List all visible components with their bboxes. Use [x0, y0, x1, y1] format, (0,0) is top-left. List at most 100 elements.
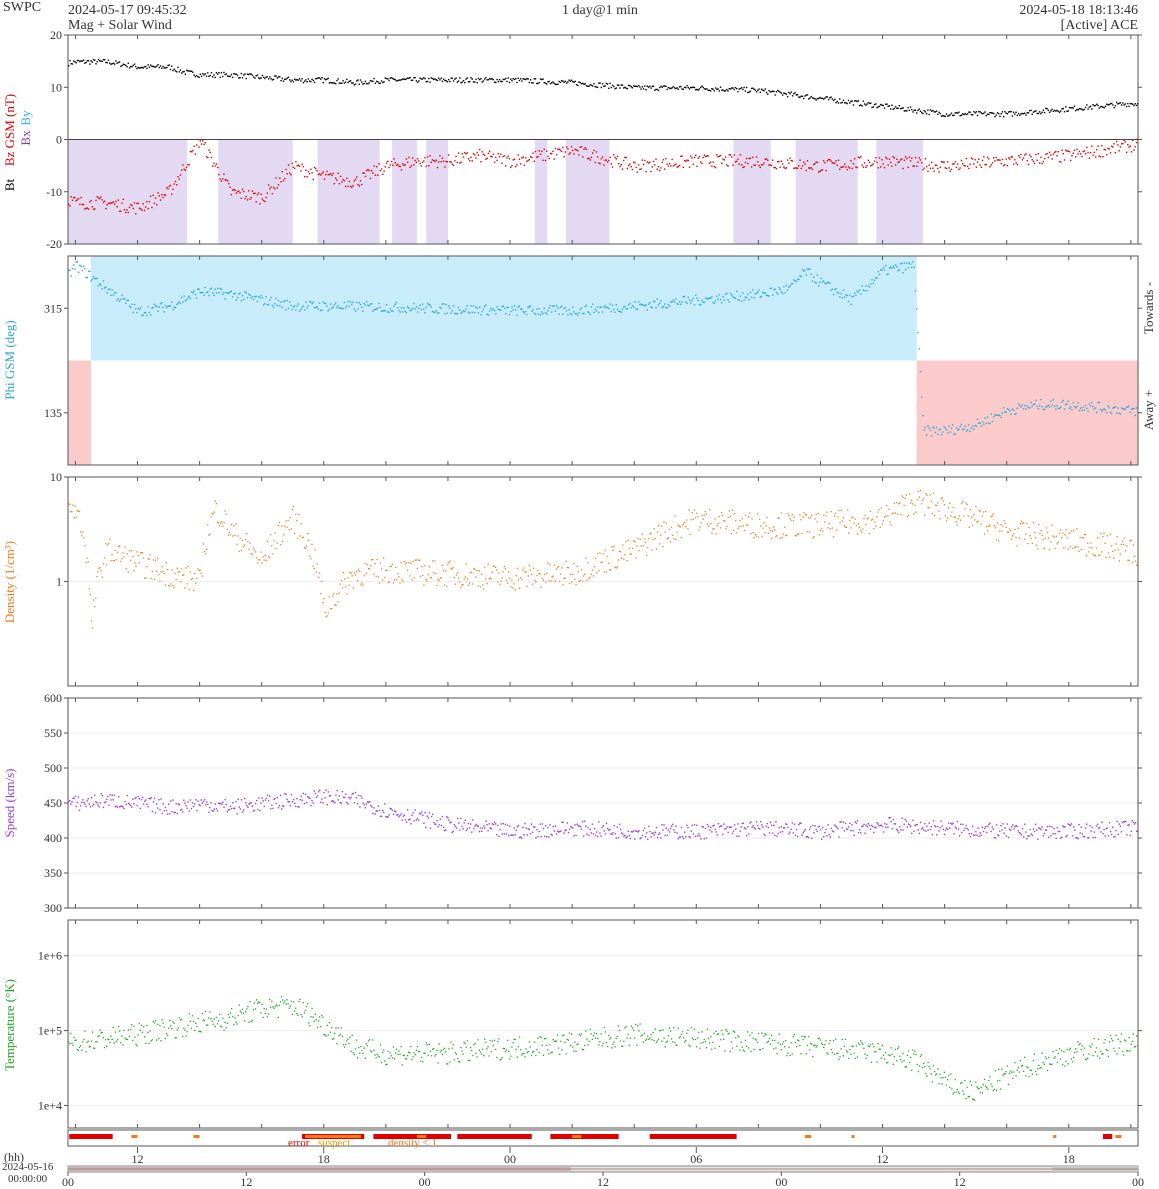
bz-point	[1010, 156, 1012, 158]
density-point	[887, 515, 889, 517]
phi-point	[188, 295, 190, 297]
bt-point	[70, 63, 72, 65]
speed-point	[466, 828, 469, 830]
speed-point	[674, 831, 676, 833]
density-point	[680, 537, 683, 539]
bz-point	[862, 166, 865, 168]
bt-point	[215, 72, 218, 74]
speed-point	[276, 796, 278, 799]
phi-point	[318, 302, 321, 304]
bz-point	[806, 160, 809, 162]
bz-point	[965, 157, 968, 160]
density-point	[403, 560, 406, 563]
phi-point	[824, 282, 826, 284]
speed-point	[100, 792, 102, 795]
phi-point	[836, 291, 838, 294]
speed-point	[795, 828, 798, 831]
bz-point	[934, 164, 937, 166]
bt-point	[130, 65, 132, 68]
density-point	[450, 567, 452, 569]
bz-point	[378, 163, 380, 165]
phi-point	[415, 306, 418, 308]
density-point	[575, 583, 577, 586]
bt-point	[495, 81, 497, 84]
speed-point	[75, 805, 78, 808]
bz-point	[374, 174, 377, 176]
speed-point	[1112, 826, 1114, 828]
phi-point	[1038, 404, 1041, 407]
speed-point	[361, 797, 363, 799]
speed-point	[405, 821, 408, 823]
density-point	[1034, 536, 1037, 539]
density-point	[973, 513, 975, 516]
density-point	[569, 573, 572, 576]
density-point	[881, 523, 884, 525]
speed-point	[88, 803, 91, 805]
phi-point	[1094, 407, 1097, 409]
bz-point	[1117, 144, 1119, 146]
speed-point	[598, 821, 600, 823]
bt-point	[434, 78, 436, 80]
speed-point	[730, 826, 733, 828]
speed-point	[1012, 824, 1014, 826]
density-point	[556, 566, 559, 569]
speed-point	[423, 822, 425, 824]
density-point	[230, 523, 233, 526]
phi-point	[363, 302, 365, 305]
bz-point	[296, 165, 298, 167]
bt-point	[868, 102, 871, 105]
speed-point	[1028, 835, 1030, 837]
phi-point	[934, 431, 937, 434]
bt-point	[172, 69, 174, 72]
speed-point	[839, 821, 841, 823]
density-point	[737, 527, 739, 530]
density-point	[110, 560, 112, 562]
speed-point	[805, 836, 808, 838]
bt-point	[1000, 113, 1002, 115]
speed-point	[918, 832, 921, 835]
phi-point	[1137, 410, 1139, 412]
density-point	[1056, 543, 1058, 545]
bt-point	[1063, 111, 1066, 113]
temperature-point	[144, 1036, 146, 1038]
speed-point	[131, 806, 133, 808]
speed-point	[962, 823, 964, 826]
phi-point	[654, 301, 656, 303]
density-point	[527, 575, 529, 577]
bt-point	[609, 82, 611, 84]
bz-point	[1078, 150, 1081, 153]
bt-point	[873, 103, 876, 106]
bz-point	[1067, 150, 1069, 152]
phi-point	[405, 312, 408, 314]
phi-point	[846, 294, 848, 297]
bz-point	[112, 201, 115, 203]
bt-point	[372, 80, 374, 83]
density-point	[345, 586, 347, 588]
speed-point	[685, 836, 687, 838]
bt-point	[410, 79, 413, 82]
bz-point	[358, 185, 360, 187]
bt-point	[451, 77, 454, 80]
speed-point	[775, 821, 777, 823]
bt-point	[1099, 106, 1102, 108]
phi-point	[320, 309, 322, 312]
phi-point	[731, 294, 733, 296]
bt-point	[377, 81, 379, 83]
bt-point	[1047, 109, 1050, 112]
bz-point	[1125, 151, 1128, 154]
phi-point	[949, 431, 951, 433]
speed-point	[547, 826, 549, 829]
bt-point	[1115, 101, 1118, 104]
speed-point	[262, 800, 264, 802]
phi-point	[922, 414, 924, 417]
speed-point	[134, 797, 136, 800]
bt-point	[606, 83, 609, 85]
density-point	[821, 530, 824, 532]
bz-point	[1012, 163, 1015, 165]
density-point	[426, 580, 428, 582]
temperature-point	[199, 1030, 201, 1032]
density-point	[386, 569, 388, 572]
density-point	[285, 520, 287, 522]
phi-point	[430, 306, 432, 308]
temperature-point	[229, 1012, 232, 1014]
